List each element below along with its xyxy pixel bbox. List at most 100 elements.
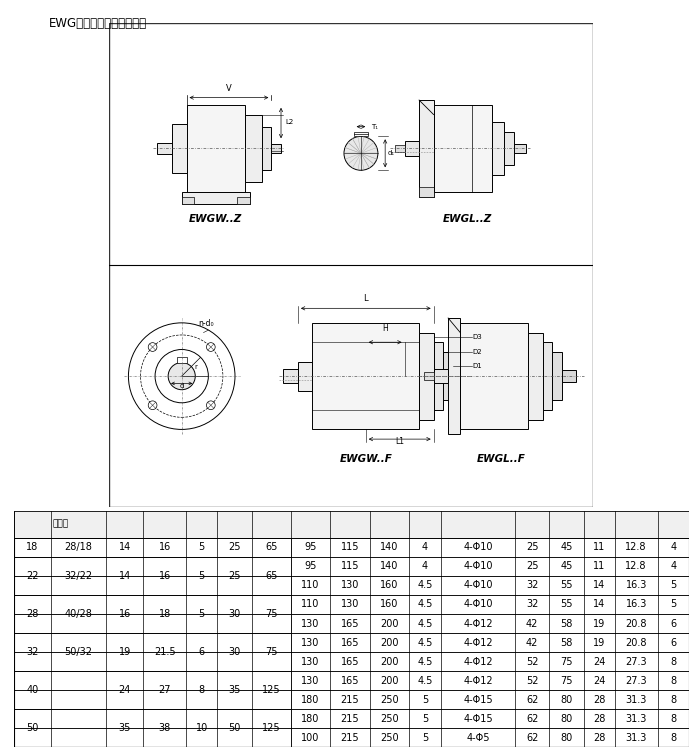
Text: 4-Φ12: 4-Φ12 — [463, 656, 493, 667]
Bar — [504, 131, 514, 165]
Text: 50: 50 — [27, 723, 38, 733]
Text: 130: 130 — [301, 656, 320, 667]
Text: 42: 42 — [526, 638, 538, 647]
Text: D3: D3 — [473, 334, 482, 340]
Bar — [238, 197, 250, 204]
Text: 165: 165 — [341, 619, 359, 629]
Text: 125: 125 — [262, 723, 280, 733]
Text: 24: 24 — [593, 656, 605, 667]
Bar — [405, 141, 419, 155]
Text: 4-Φ15: 4-Φ15 — [463, 695, 493, 704]
Text: 24: 24 — [119, 685, 131, 695]
Text: 5: 5 — [199, 571, 205, 581]
Bar — [433, 369, 448, 384]
Bar — [182, 197, 194, 204]
Text: 20.8: 20.8 — [626, 638, 647, 647]
Text: 28/18: 28/18 — [65, 542, 92, 553]
Text: 200: 200 — [380, 619, 398, 629]
Text: 8: 8 — [670, 713, 676, 724]
Text: 250: 250 — [380, 713, 398, 724]
Text: 50/32: 50/32 — [64, 647, 92, 657]
Text: 28: 28 — [593, 713, 605, 724]
Text: 75: 75 — [265, 647, 278, 657]
Text: 5: 5 — [670, 599, 676, 610]
Text: 160: 160 — [380, 581, 398, 590]
Bar — [354, 131, 368, 137]
Text: 14: 14 — [119, 571, 131, 581]
Text: 5: 5 — [422, 713, 428, 724]
Text: 4-Φ15: 4-Φ15 — [463, 713, 493, 724]
Text: 5: 5 — [422, 733, 428, 743]
Text: 115: 115 — [341, 542, 359, 553]
Text: 165: 165 — [341, 638, 359, 647]
Text: L2: L2 — [285, 119, 293, 125]
Bar — [433, 105, 491, 192]
Bar — [491, 122, 504, 175]
Bar — [14, 511, 689, 538]
Text: 62: 62 — [526, 713, 538, 724]
Text: 30: 30 — [228, 609, 240, 619]
Bar — [433, 342, 443, 410]
Bar — [312, 323, 419, 430]
Bar — [177, 357, 187, 363]
Bar — [395, 145, 405, 152]
Text: 19: 19 — [119, 647, 131, 657]
Text: T₁: T₁ — [370, 124, 377, 130]
Circle shape — [168, 363, 195, 390]
Text: 14: 14 — [593, 599, 605, 610]
Bar — [298, 362, 312, 391]
Text: 4-Φ12: 4-Φ12 — [463, 619, 493, 629]
Text: 100: 100 — [301, 733, 320, 743]
Text: 180: 180 — [301, 713, 320, 724]
Text: 95: 95 — [305, 542, 317, 553]
Text: 8: 8 — [670, 656, 676, 667]
Text: 16: 16 — [159, 542, 171, 553]
Bar — [453, 369, 468, 384]
Text: 95: 95 — [305, 562, 317, 572]
Text: 130: 130 — [301, 638, 320, 647]
Bar — [182, 192, 250, 204]
Text: 62: 62 — [526, 733, 538, 743]
Text: 8: 8 — [670, 676, 676, 686]
Bar — [542, 342, 552, 410]
Text: EWGW..Z: EWGW..Z — [189, 214, 243, 224]
Text: 12.8: 12.8 — [626, 562, 647, 572]
Text: 8: 8 — [670, 733, 676, 743]
Text: 180: 180 — [301, 695, 320, 704]
Text: 28: 28 — [593, 733, 605, 743]
Text: 75: 75 — [561, 676, 573, 686]
Text: 4.5: 4.5 — [417, 599, 433, 610]
Text: 6: 6 — [670, 619, 676, 629]
Text: 80: 80 — [561, 733, 572, 743]
Text: 38: 38 — [159, 723, 171, 733]
Text: 6: 6 — [670, 638, 676, 647]
Text: 12.8: 12.8 — [626, 542, 647, 553]
Bar — [261, 127, 271, 170]
Text: 4-Φ5: 4-Φ5 — [466, 733, 490, 743]
Bar — [443, 352, 453, 400]
Text: 5: 5 — [670, 581, 676, 590]
Text: V: V — [226, 84, 232, 93]
Bar — [172, 124, 187, 173]
Text: 125: 125 — [262, 685, 280, 695]
Text: 16.3: 16.3 — [626, 581, 647, 590]
Text: 55: 55 — [561, 599, 573, 610]
Text: 40/28: 40/28 — [65, 609, 92, 619]
Text: 4: 4 — [422, 562, 428, 572]
Text: 55: 55 — [561, 581, 573, 590]
Text: 4: 4 — [422, 542, 428, 553]
Text: 25: 25 — [228, 542, 240, 553]
Circle shape — [206, 401, 215, 409]
Text: 32/22: 32/22 — [64, 571, 93, 581]
Text: 25: 25 — [526, 542, 538, 553]
Text: 4-Φ10: 4-Φ10 — [463, 581, 493, 590]
Text: 4.5: 4.5 — [417, 656, 433, 667]
Text: 32: 32 — [526, 599, 538, 610]
Text: 215: 215 — [340, 733, 359, 743]
Text: 75: 75 — [265, 609, 278, 619]
Bar — [419, 187, 433, 197]
Text: d: d — [180, 383, 184, 389]
Bar — [460, 323, 528, 430]
Text: 18: 18 — [27, 542, 38, 553]
Text: 250: 250 — [380, 733, 398, 743]
